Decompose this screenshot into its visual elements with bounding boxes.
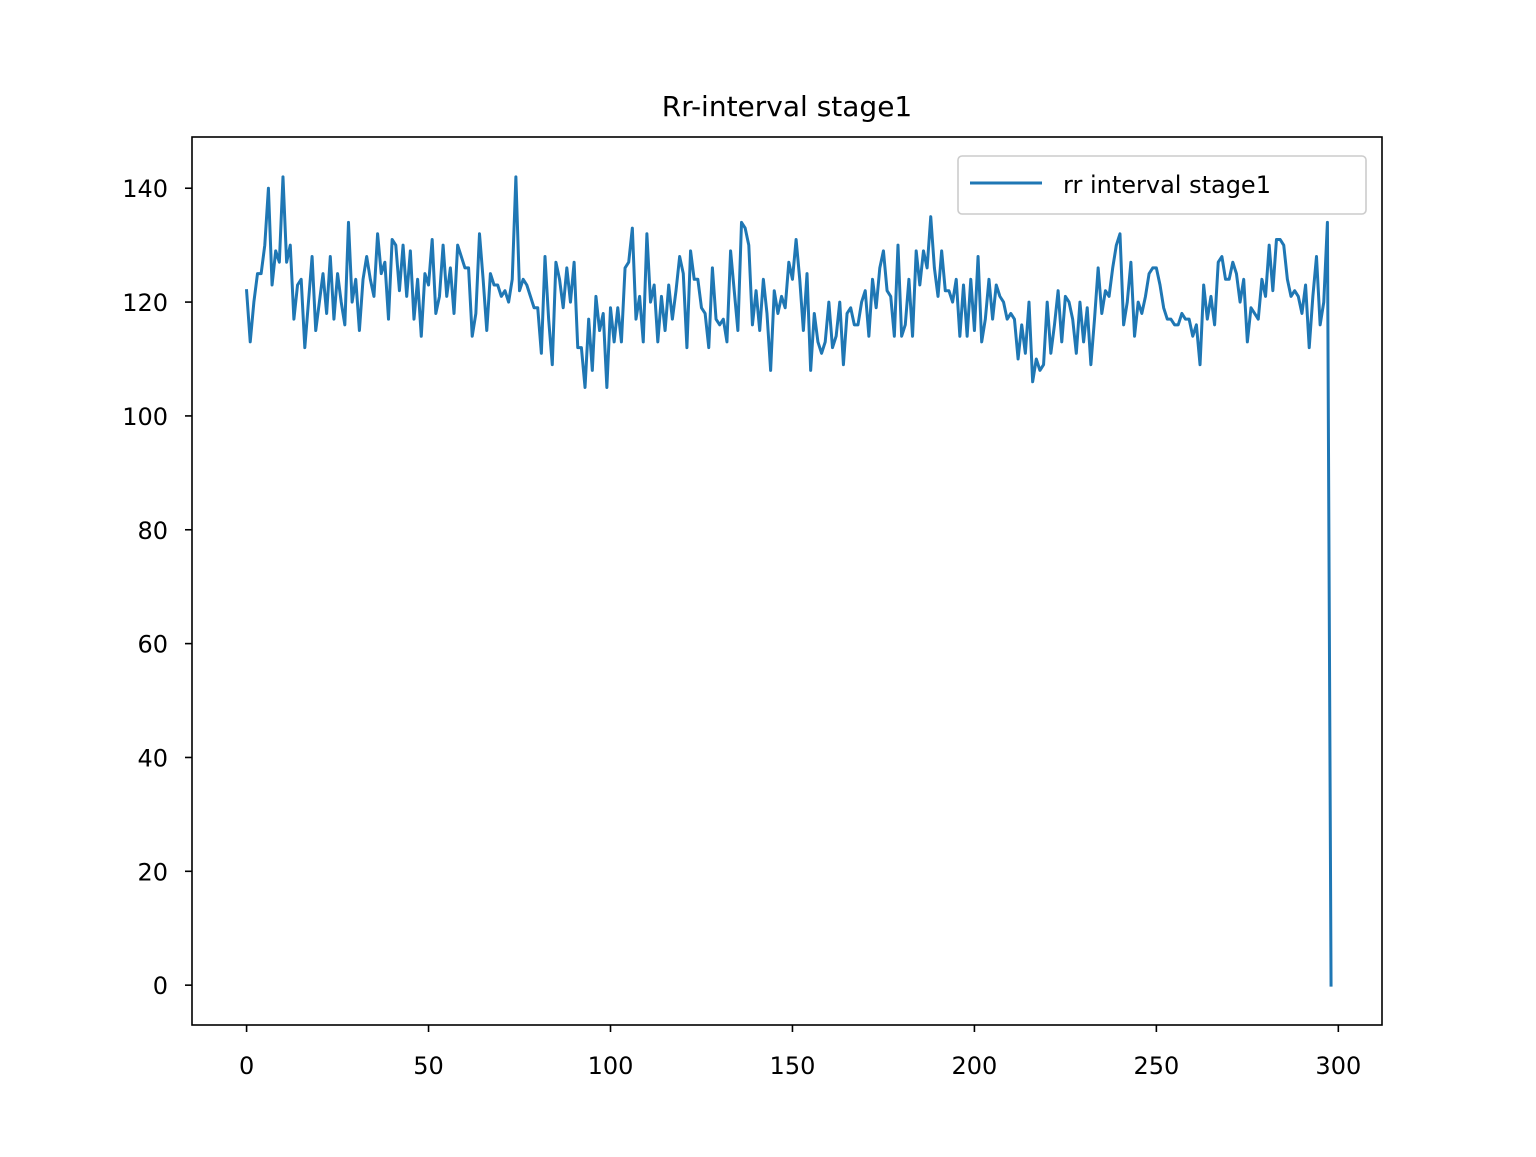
x-tick-label: 200	[952, 1052, 998, 1080]
chart-title: Rr-interval stage1	[662, 90, 912, 123]
y-tick-label: 60	[137, 631, 168, 659]
legend-box	[957, 155, 1367, 215]
axes-frame	[191, 136, 1383, 1026]
plot-area	[244, 175, 1333, 987]
y-tick-label: 120	[122, 289, 168, 317]
legend: rr interval stage1	[957, 155, 1367, 215]
x-tick-label: 300	[1315, 1052, 1361, 1080]
x-tick-label: 150	[770, 1052, 816, 1080]
axis-ticks: 0 50 100 150 200 250 300 0 20 40 60 80 100 120 140	[122, 175, 1361, 1080]
y-tick-label: 80	[137, 517, 168, 545]
series-line-0	[244, 175, 1333, 987]
y-tick-label: 140	[122, 175, 168, 203]
y-tick-label: 20	[137, 858, 168, 886]
y-tick-label: 100	[122, 403, 168, 431]
x-tick-label: 250	[1133, 1052, 1179, 1080]
y-tick-label: 0	[153, 972, 168, 1000]
x-tick-label: 100	[588, 1052, 634, 1080]
x-tick-label: 50	[413, 1052, 444, 1080]
legend-label: rr interval stage1	[1063, 171, 1271, 199]
y-tick-label: 40	[137, 744, 168, 772]
x-tick-label: 0	[239, 1052, 254, 1080]
